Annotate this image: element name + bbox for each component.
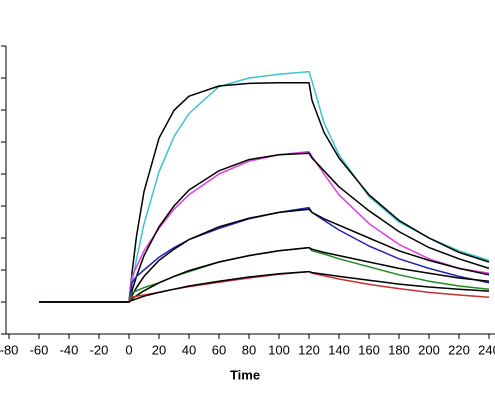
series-line: [39, 270, 490, 303]
series-line: [39, 152, 490, 303]
x-tick-label: 100: [268, 342, 290, 357]
x-tick-label: -20: [90, 342, 109, 357]
x-tick-label: 140: [328, 342, 350, 357]
x-tick-label: 180: [388, 342, 410, 357]
series-line: [39, 246, 490, 303]
series-line: [39, 270, 490, 303]
x-tick-label: 20: [152, 342, 166, 357]
series-line: [39, 208, 490, 303]
series-line: [39, 82, 490, 303]
x-tick-label: 40: [182, 342, 196, 357]
x-tick-label: 0: [125, 342, 132, 357]
x-tick-label: -40: [60, 342, 79, 357]
x-tick-label: 60: [212, 342, 226, 357]
x-tick-label: 120: [298, 342, 320, 357]
x-tick-label: -80: [0, 342, 18, 357]
x-tick-label: 80: [242, 342, 256, 357]
x-tick-label: 200: [418, 342, 440, 357]
series-line: [39, 150, 490, 303]
x-tick-label: 240: [478, 342, 495, 357]
x-tick-label: 220: [448, 342, 470, 357]
x-tick-label: 160: [358, 342, 380, 357]
x-tick-label: -60: [30, 342, 49, 357]
series-line: [39, 70, 490, 303]
x-axis-title: Time: [230, 367, 260, 382]
